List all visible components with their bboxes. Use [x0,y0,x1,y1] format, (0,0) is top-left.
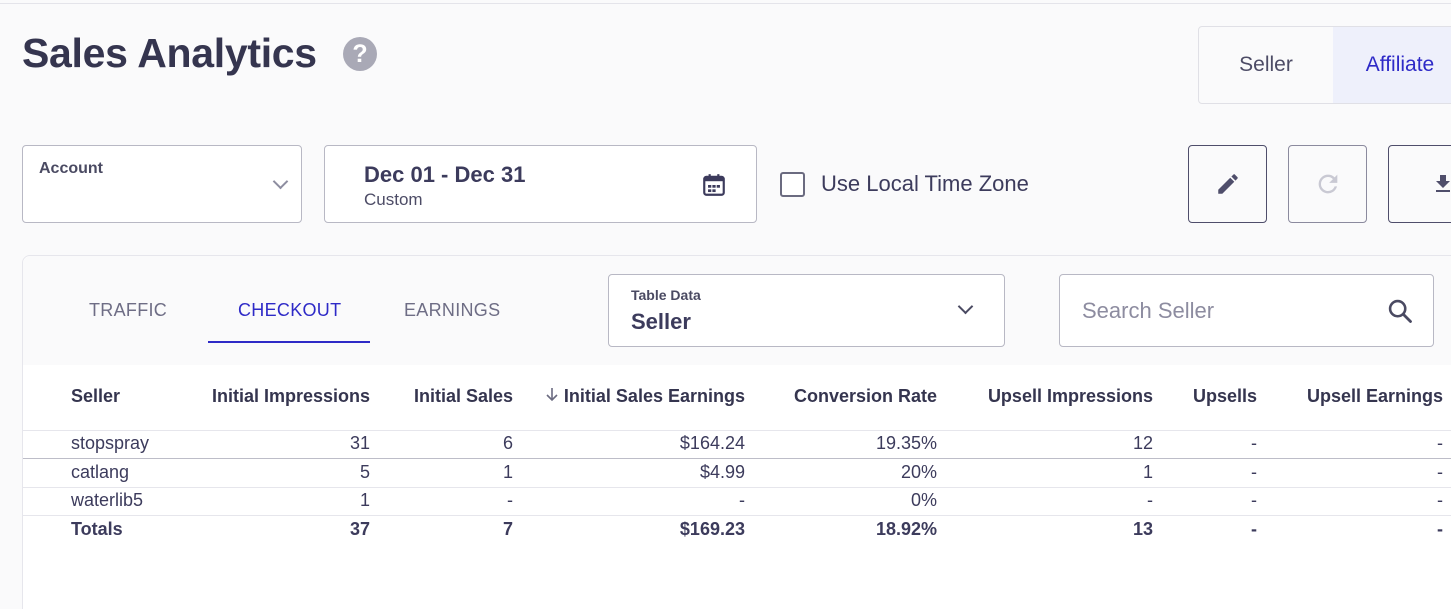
top-divider [0,3,1451,4]
cell-upsells: - [1251,490,1257,510]
download-button[interactable] [1388,145,1451,223]
cell-initial-impressions: 1 [359,490,370,510]
tabs-bar: TRAFFIC CHECKOUT EARNINGS Table Data Sel… [23,256,1451,365]
cell-initial-impressions: 5 [359,462,370,482]
total-initial-sales-earnings: $169.23 [679,519,745,539]
page-title: Sales Analytics [22,30,317,76]
sort-arrow-down-icon [545,386,559,407]
refresh-icon [1318,174,1337,194]
local-time-zone-label: Use Local Time Zone [821,171,1029,196]
date-range-picker[interactable]: Dec 01 - Dec 31 Custom [324,145,757,223]
search-seller-box [1059,274,1434,347]
cell-upsell-earnings: - [1437,490,1443,510]
column-header-initial-sales-earnings[interactable]: Initial Sales Earnings [563,386,745,406]
cell-seller[interactable]: stopspray [71,433,150,453]
total-initial-impressions: 37 [349,519,370,539]
chevron-down-icon [272,173,289,190]
cell-upsell-impressions: 1 [1142,462,1153,482]
tab-checkout[interactable]: CHECKOUT [238,300,342,320]
column-header-conversion-rate[interactable]: Conversion Rate [793,386,937,406]
cell-initial-sales-earnings: $4.99 [699,462,745,482]
search-icon[interactable] [1386,297,1414,330]
total-conversion-rate: 18.92% [875,519,937,539]
role-toggle: Seller Affiliate [1198,26,1451,104]
cell-upsells: - [1251,433,1257,453]
cell-initial-impressions: 31 [349,433,370,453]
chevron-down-icon [957,298,974,315]
active-tab-indicator [208,341,370,343]
download-icon [1435,175,1450,192]
cell-upsells: - [1251,462,1257,482]
account-label: Account [39,160,103,177]
row-divider [23,458,1451,459]
row-divider [23,515,1451,516]
row-divider [23,487,1451,488]
analytics-card: TRAFFIC CHECKOUT EARNINGS Table Data Sel… [22,255,1451,609]
total-upsell-earnings: - [1437,519,1443,539]
calendar-icon[interactable] [701,172,727,203]
cell-upsell-impressions: - [1147,490,1153,510]
cell-initial-sales: 6 [502,433,513,453]
cell-upsell-earnings: - [1437,462,1443,482]
cell-conversion-rate: 19.35% [875,433,937,453]
date-range-mode: Custom [364,190,423,209]
search-seller-input[interactable] [1082,295,1362,327]
table-data-label: Table Data [631,287,701,303]
column-header-upsell-earnings[interactable]: Upsell Earnings [1306,386,1443,406]
cell-upsell-impressions: 12 [1132,433,1153,453]
cell-conversion-rate: 0% [910,490,937,510]
total-upsell-impressions: 13 [1132,519,1153,539]
edit-button[interactable] [1188,145,1267,223]
column-header-initial-impressions[interactable]: Initial Impressions [211,386,370,406]
total-upsells: - [1251,519,1257,539]
cell-conversion-rate: 20% [900,462,937,482]
column-header-upsell-impressions[interactable]: Upsell Impressions [987,386,1153,406]
column-header-seller[interactable]: Seller [71,386,121,406]
seller-role-button[interactable]: Seller [1239,53,1293,76]
cell-initial-sales: - [507,490,513,510]
column-header-upsells[interactable]: Upsells [1192,386,1257,406]
table-data-select[interactable]: Table Data Seller [608,274,1005,347]
tab-earnings[interactable]: EARNINGS [404,300,501,320]
date-range-value: Dec 01 - Dec 31 [364,162,526,187]
cell-initial-sales-earnings: $164.24 [679,433,745,453]
totals-label: Totals [71,519,123,539]
cell-seller[interactable]: waterlib5 [71,490,144,510]
column-header-initial-sales[interactable]: Initial Sales [413,386,513,406]
cell-initial-sales-earnings: - [739,490,745,510]
local-time-zone-checkbox[interactable] [780,172,805,197]
row-divider [23,430,1451,431]
affiliate-role-button[interactable]: Affiliate [1333,27,1451,103]
table-data-value: Seller [631,309,691,334]
tab-traffic[interactable]: TRAFFIC [89,300,168,320]
cell-initial-sales: 1 [502,462,513,482]
pencil-icon [1217,174,1238,194]
account-select[interactable]: Account [22,145,302,223]
refresh-button[interactable] [1288,145,1367,223]
total-initial-sales: 7 [502,519,513,539]
help-icon[interactable]: ? [343,37,377,71]
cell-seller[interactable]: catlang [71,462,130,482]
cell-upsell-earnings: - [1437,433,1443,453]
